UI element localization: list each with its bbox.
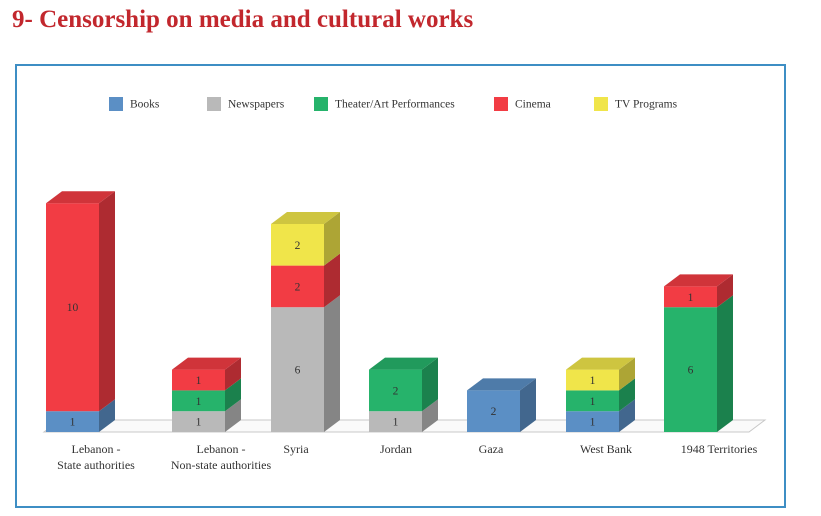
bar-syria-tv-programs xyxy=(271,224,324,266)
bar-west-bank-tv-programs-side xyxy=(619,357,635,391)
legend-label-tv-programs: TV Programs xyxy=(615,99,678,111)
bar-west-bank-theater-art-performances xyxy=(566,390,619,412)
bar-1948-territories-theater-art-performances-side xyxy=(717,295,733,432)
bar-gaza-books xyxy=(467,390,520,432)
bar-west-bank-books-side xyxy=(619,399,635,432)
data-label-jordan-newspapers: 1 xyxy=(393,417,399,429)
bar-lebanon-state-authorities-cinema-top xyxy=(46,191,115,204)
data-label-1948-territories-cinema: 1 xyxy=(688,292,694,304)
legend-swatch-theater-art-performances xyxy=(314,97,328,111)
bar-lebanon-non-state-authorities-cinema-top xyxy=(172,357,241,370)
data-label-syria-tv-programs: 2 xyxy=(295,240,301,252)
bar-lebanon-state-authorities-books-side xyxy=(99,399,115,432)
category-label-lebanon-non-state-authorities: Lebanon -Non-state authorities xyxy=(171,442,272,472)
bar-lebanon-non-state-authorities-cinema-side xyxy=(225,357,241,391)
bar-1948-territories-cinema xyxy=(664,286,717,308)
bar-syria-cinema xyxy=(271,265,324,308)
page-title: 9- Censorship on media and cultural work… xyxy=(12,6,474,33)
legend-label-theater-art-performances: Theater/Art Performances xyxy=(335,99,455,111)
bar-lebanon-non-state-authorities-theater-art-performances xyxy=(172,390,225,412)
legend-swatch-tv-programs xyxy=(594,97,608,111)
bar-west-bank-books xyxy=(566,411,619,432)
category-label-west-bank: West Bank xyxy=(580,442,632,456)
bar-1948-territories-cinema-side xyxy=(717,274,733,308)
bar-gaza-books-side xyxy=(520,378,536,432)
bar-gaza-books-top xyxy=(467,378,536,391)
data-label-west-bank-tv-programs: 1 xyxy=(590,375,596,387)
legend-label-books: Books xyxy=(130,99,160,111)
chart-frame: Books Newspapers Theater/Art Performances C… xyxy=(15,64,786,508)
bar-lebanon-non-state-authorities-cinema xyxy=(172,369,225,391)
legend-swatch-books xyxy=(109,97,123,111)
data-label-west-bank-theater-art-performances: 1 xyxy=(590,396,596,408)
bar-lebanon-state-authorities-books xyxy=(46,411,99,432)
bar-west-bank-theater-art-performances-side xyxy=(619,378,635,412)
bar-west-bank-tv-programs xyxy=(566,369,619,391)
data-label-1948-territories-theater-art-performances: 6 xyxy=(688,365,694,377)
bar-syria-newspapers-side xyxy=(324,295,340,432)
data-label-lebanon-non-state-authorities-cinema: 1 xyxy=(196,375,202,387)
data-label-lebanon-non-state-authorities-newspapers: 1 xyxy=(196,417,202,429)
category-label-lebanon-state-authorities: Lebanon -State authorities xyxy=(57,442,135,472)
bar-lebanon-non-state-authorities-theater-art-performances-side xyxy=(225,378,241,412)
bar-lebanon-state-authorities-cinema-side xyxy=(99,191,115,412)
data-label-west-bank-books: 1 xyxy=(590,417,596,429)
bar-jordan-theater-art-performances-side xyxy=(422,357,438,412)
bar-lebanon-non-state-authorities-newspapers xyxy=(172,411,225,432)
legend-label-newspapers: Newspapers xyxy=(228,99,285,111)
data-label-syria-newspapers: 6 xyxy=(295,365,301,377)
bar-syria-tv-programs-side xyxy=(324,212,340,266)
data-label-jordan-theater-art-performances: 2 xyxy=(393,385,399,397)
legend-swatch-cinema xyxy=(494,97,508,111)
bar-syria-cinema-side xyxy=(324,253,340,308)
category-label-1948-territories: 1948 Territories xyxy=(681,442,758,456)
bar-1948-territories-theater-art-performances xyxy=(664,307,717,432)
category-label-syria: Syria xyxy=(283,442,309,456)
category-label-jordan: Jordan xyxy=(380,442,412,456)
data-label-lebanon-state-authorities-books: 1 xyxy=(70,417,76,429)
legend-label-cinema: Cinema xyxy=(515,99,551,111)
bar-1948-territories-cinema-top xyxy=(664,274,733,287)
bar-lebanon-non-state-authorities-newspapers-side xyxy=(225,399,241,432)
data-label-lebanon-state-authorities-cinema: 10 xyxy=(67,302,79,314)
data-label-syria-cinema: 2 xyxy=(295,281,301,293)
bar-jordan-theater-art-performances xyxy=(369,369,422,412)
bar-syria-newspapers xyxy=(271,307,324,432)
data-label-lebanon-non-state-authorities-theater-art-performances: 1 xyxy=(196,396,202,408)
bar-jordan-theater-art-performances-top xyxy=(369,357,438,370)
bar-jordan-newspapers xyxy=(369,411,422,432)
bar-syria-tv-programs-top xyxy=(271,212,340,224)
bar-lebanon-state-authorities-cinema xyxy=(46,203,99,412)
bar-west-bank-tv-programs-top xyxy=(566,357,635,370)
stacked-bar-chart: Books Newspapers Theater/Art Performances C… xyxy=(42,97,767,472)
bar-jordan-newspapers-side xyxy=(422,399,438,432)
category-label-gaza: Gaza xyxy=(479,442,504,456)
legend-swatch-newspapers xyxy=(207,97,221,111)
data-label-gaza-books: 2 xyxy=(491,406,497,418)
